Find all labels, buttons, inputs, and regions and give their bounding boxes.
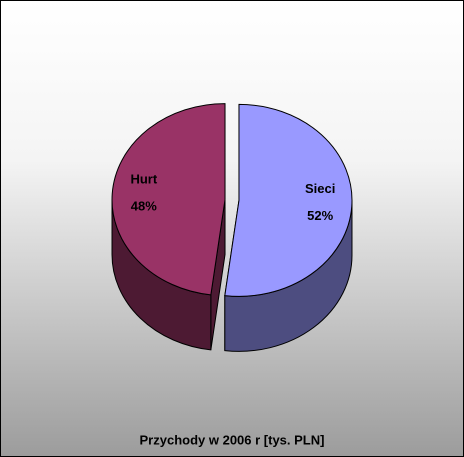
slice: [224, 103, 353, 297]
pie: Sieci 52% Hurt 48%: [111, 103, 353, 352]
slice-label: Sieci: [305, 181, 335, 196]
slice-value-label: 52%: [307, 208, 333, 223]
slice-value-label: 48%: [131, 199, 157, 214]
slice: [111, 103, 226, 296]
slice-label: Hurt: [130, 172, 157, 187]
chart-title: Przychody w 2006 r [tys. PLN]: [140, 432, 325, 447]
pie-tops: Sieci 52% Hurt 48%: [111, 103, 353, 297]
